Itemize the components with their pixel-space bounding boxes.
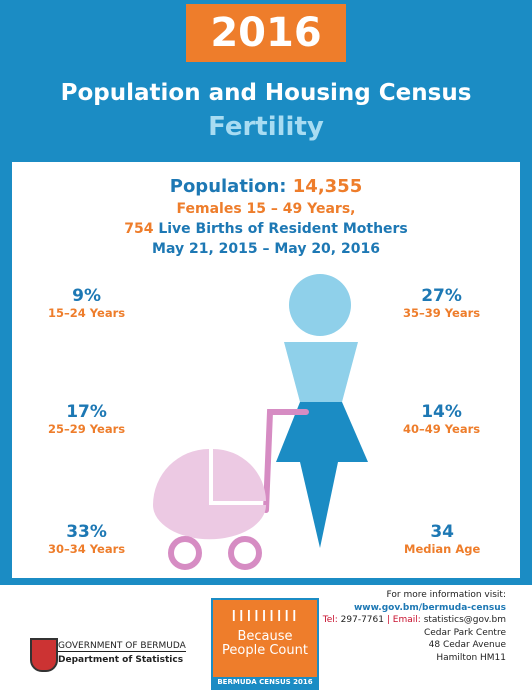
gov: GOVERNMENT OF BERMUDA <box>58 641 186 652</box>
stat: 34 Median Age <box>404 522 480 556</box>
stat: 33% 30–34 Years <box>48 522 125 556</box>
stat: 27% 35–39 Years <box>403 286 480 320</box>
census-logo: ııııııııı Because People Count BERMUDA C… <box>211 598 319 690</box>
address: Hamilton HM11 <box>436 652 506 663</box>
logo-band: BERMUDA CENSUS 2016 <box>213 677 317 688</box>
crest <box>30 638 58 672</box>
head <box>289 274 351 336</box>
url: www.gov.bm/bermuda-census <box>353 602 506 613</box>
dept: Department of Statistics <box>58 655 184 665</box>
info: For more information visit: <box>386 590 506 600</box>
stat-label: 40–49 Years <box>403 422 481 436</box>
stat-label: 25–29 Years <box>48 422 126 436</box>
email: statistics@gov.bm <box>423 615 506 625</box>
stat-value: 27% <box>421 286 462 306</box>
basket <box>153 505 266 540</box>
stat-label: 15–24 Years <box>48 306 126 320</box>
subtitle: Fertility <box>208 112 324 142</box>
logo-line: People Count <box>222 643 308 658</box>
stat-value: 9% <box>72 286 101 306</box>
address: 48 Cedar Avenue <box>428 640 506 650</box>
contact: For more information visit: www.gov.bm/b… <box>286 589 506 664</box>
tel: 297-7761 <box>340 615 384 625</box>
value: 754 <box>124 221 154 237</box>
births-line: 754 Live Births of Resident Mothers <box>0 221 532 237</box>
wheel <box>168 536 202 570</box>
label: Population: <box>169 176 287 197</box>
stat: 14% 40–49 Years <box>403 402 480 436</box>
hood <box>153 449 209 505</box>
stat-value: 17% <box>66 402 107 422</box>
logo-people: ııııııııı <box>230 602 299 626</box>
body <box>213 449 266 501</box>
tel-line: Tel: 297-7761 | Email: statistics@gov.bm <box>286 614 506 627</box>
address: Cedar Park Centre <box>423 627 506 638</box>
torso <box>284 342 358 402</box>
stat-label: Median Age <box>404 542 481 556</box>
population-line: Population: 14,355 <box>0 176 532 197</box>
stat-value: 34 <box>430 522 454 542</box>
stat-label: 30–34 Years <box>48 542 126 556</box>
stat: 17% 25–29 Years <box>48 402 125 436</box>
wheel <box>228 536 262 570</box>
sep: | <box>386 615 390 625</box>
stat-label: 35–39 Years <box>403 306 481 320</box>
stat-value: 33% <box>66 522 107 542</box>
handle <box>263 409 309 513</box>
label: Live Births of Resident Mothers <box>158 221 408 237</box>
logo-line: Because <box>237 629 293 644</box>
females-line: Females 15 – 49 Years, <box>176 201 356 217</box>
legs <box>300 462 338 548</box>
stat: 9% 15–24 Years <box>48 286 125 320</box>
value: 14,355 <box>292 176 363 197</box>
tel-label: Tel: <box>322 615 338 625</box>
skirt <box>276 402 368 462</box>
year-box: 2016 <box>186 4 346 62</box>
title: Population and Housing Census <box>60 80 472 106</box>
stat-value: 14% <box>421 402 462 422</box>
email-label: Email: <box>392 615 421 625</box>
period: May 21, 2015 – May 20, 2016 <box>152 241 380 257</box>
